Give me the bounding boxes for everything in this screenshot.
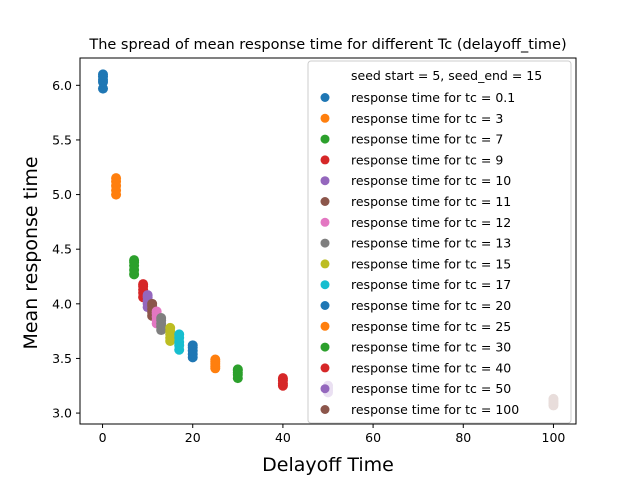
legend-item: response time for tc = 7 (320, 132, 503, 147)
series-1 (111, 173, 122, 200)
x-tick-label: 0 (99, 430, 107, 445)
legend-marker (320, 155, 330, 165)
series-0 (97, 69, 108, 94)
data-point (277, 373, 288, 384)
legend-label: response time for tc = 15 (351, 256, 511, 271)
legend-marker (320, 280, 330, 290)
y-tick-label: 4.0 (52, 296, 72, 311)
y-tick-label: 5.0 (52, 187, 72, 202)
data-point (156, 313, 167, 324)
legend-label: response time for tc = 9 (351, 152, 503, 167)
series-13 (277, 373, 288, 391)
y-tick-label: 5.5 (52, 132, 72, 147)
legend-item: response time for tc = 20 (320, 298, 511, 313)
legend-item: response time for tc = 30 (320, 340, 511, 355)
legend-marker (320, 197, 330, 206)
legend-marker (320, 342, 330, 352)
legend-item: response time for tc = 17 (320, 277, 511, 292)
legend-label: response time for tc = 0.1 (351, 90, 515, 105)
x-tick-label: 40 (275, 430, 291, 445)
legend-label: response time for tc = 12 (351, 215, 511, 230)
legend-item: response time for tc = 9 (320, 152, 503, 167)
x-tick-label: 80 (455, 430, 471, 445)
legend-header: seed start = 5, seed_end = 15 (351, 68, 542, 83)
legend-item: response time for tc = 15 (320, 256, 511, 271)
series-10 (187, 340, 198, 363)
legend-label: response time for tc = 10 (351, 173, 511, 188)
data-point (165, 322, 176, 333)
legend-label: response time for tc = 3 (351, 111, 503, 126)
legend-label: response time for tc = 11 (351, 194, 511, 209)
series-9 (174, 329, 185, 355)
data-point (97, 69, 108, 80)
data-point (232, 364, 243, 375)
legend-item: response time for tc = 3 (320, 111, 503, 126)
legend-item: response time for tc = 100 (320, 402, 519, 417)
x-tick-label: 60 (365, 430, 381, 445)
legend-label: response time for tc = 17 (351, 277, 511, 292)
legend-item: response time for tc = 25 (320, 319, 511, 334)
legend-label: response time for tc = 30 (351, 340, 511, 355)
legend-item: response time for tc = 13 (320, 236, 511, 251)
y-tick-label: 4.5 (52, 242, 72, 257)
legend-marker (320, 321, 330, 331)
legend-marker (320, 259, 330, 269)
y-tick-label: 6.0 (52, 78, 72, 93)
legend-label: response time for tc = 40 (351, 360, 511, 375)
legend-marker (320, 238, 330, 248)
data-point (210, 354, 221, 365)
legend-item: response time for tc = 50 (320, 381, 511, 396)
data-point (147, 298, 158, 309)
data-point (129, 255, 140, 266)
legend-label: response time for tc = 7 (351, 132, 503, 147)
series-2 (129, 255, 140, 280)
legend-marker (320, 113, 330, 123)
legend-marker (320, 217, 330, 227)
series-7 (156, 313, 167, 336)
legend-item: response time for tc = 40 (320, 360, 511, 375)
y-tick-label: 3.0 (52, 406, 72, 421)
data-point (187, 340, 198, 351)
data-point (174, 329, 185, 340)
legend-label: response time for tc = 25 (351, 319, 511, 334)
x-axis-ticks: 0 20 40 60 80 100 (99, 424, 566, 445)
series-11 (210, 354, 221, 374)
data-point (138, 279, 149, 290)
x-tick-label: 100 (542, 430, 566, 445)
data-point (142, 290, 153, 301)
legend-label: response time for tc = 50 (351, 381, 511, 396)
legend-marker (320, 363, 330, 373)
legend-item: response time for tc = 10 (320, 173, 511, 188)
legend: seed start = 5, seed_end = 15 response t… (307, 60, 572, 424)
data-point (111, 173, 122, 184)
legend-item: response time for tc = 0.1 (320, 90, 515, 105)
y-tick-label: 3.5 (52, 351, 72, 366)
legend-marker (320, 176, 330, 186)
x-tick-label: 20 (185, 430, 201, 445)
legend-label: response time for tc = 13 (351, 236, 511, 251)
series-8 (165, 322, 176, 346)
legend-item: response time for tc = 11 (320, 194, 511, 209)
chart-title: The spread of mean response time for dif… (88, 37, 566, 53)
plot-frame (79, 57, 577, 425)
legend-box (307, 60, 572, 424)
legend-marker (320, 93, 330, 102)
legend-label: response time for tc = 100 (351, 402, 519, 417)
x-axis-label: Delayoff Time (262, 454, 394, 476)
legend-marker (320, 384, 330, 394)
legend-marker (320, 134, 330, 144)
y-axis-ticks: 3.0 3.5 4.0 4.5 5.0 5.5 6.0 (52, 78, 80, 421)
legend-label: response time for tc = 20 (351, 298, 511, 313)
legend-entries: response time for tc = 0.1 response time … (320, 90, 519, 417)
series-12 (232, 364, 243, 384)
legend-item: response time for tc = 12 (320, 215, 511, 230)
y-axis-label: Mean response time (20, 156, 42, 349)
legend-marker (320, 405, 330, 414)
legend-marker (320, 301, 330, 310)
